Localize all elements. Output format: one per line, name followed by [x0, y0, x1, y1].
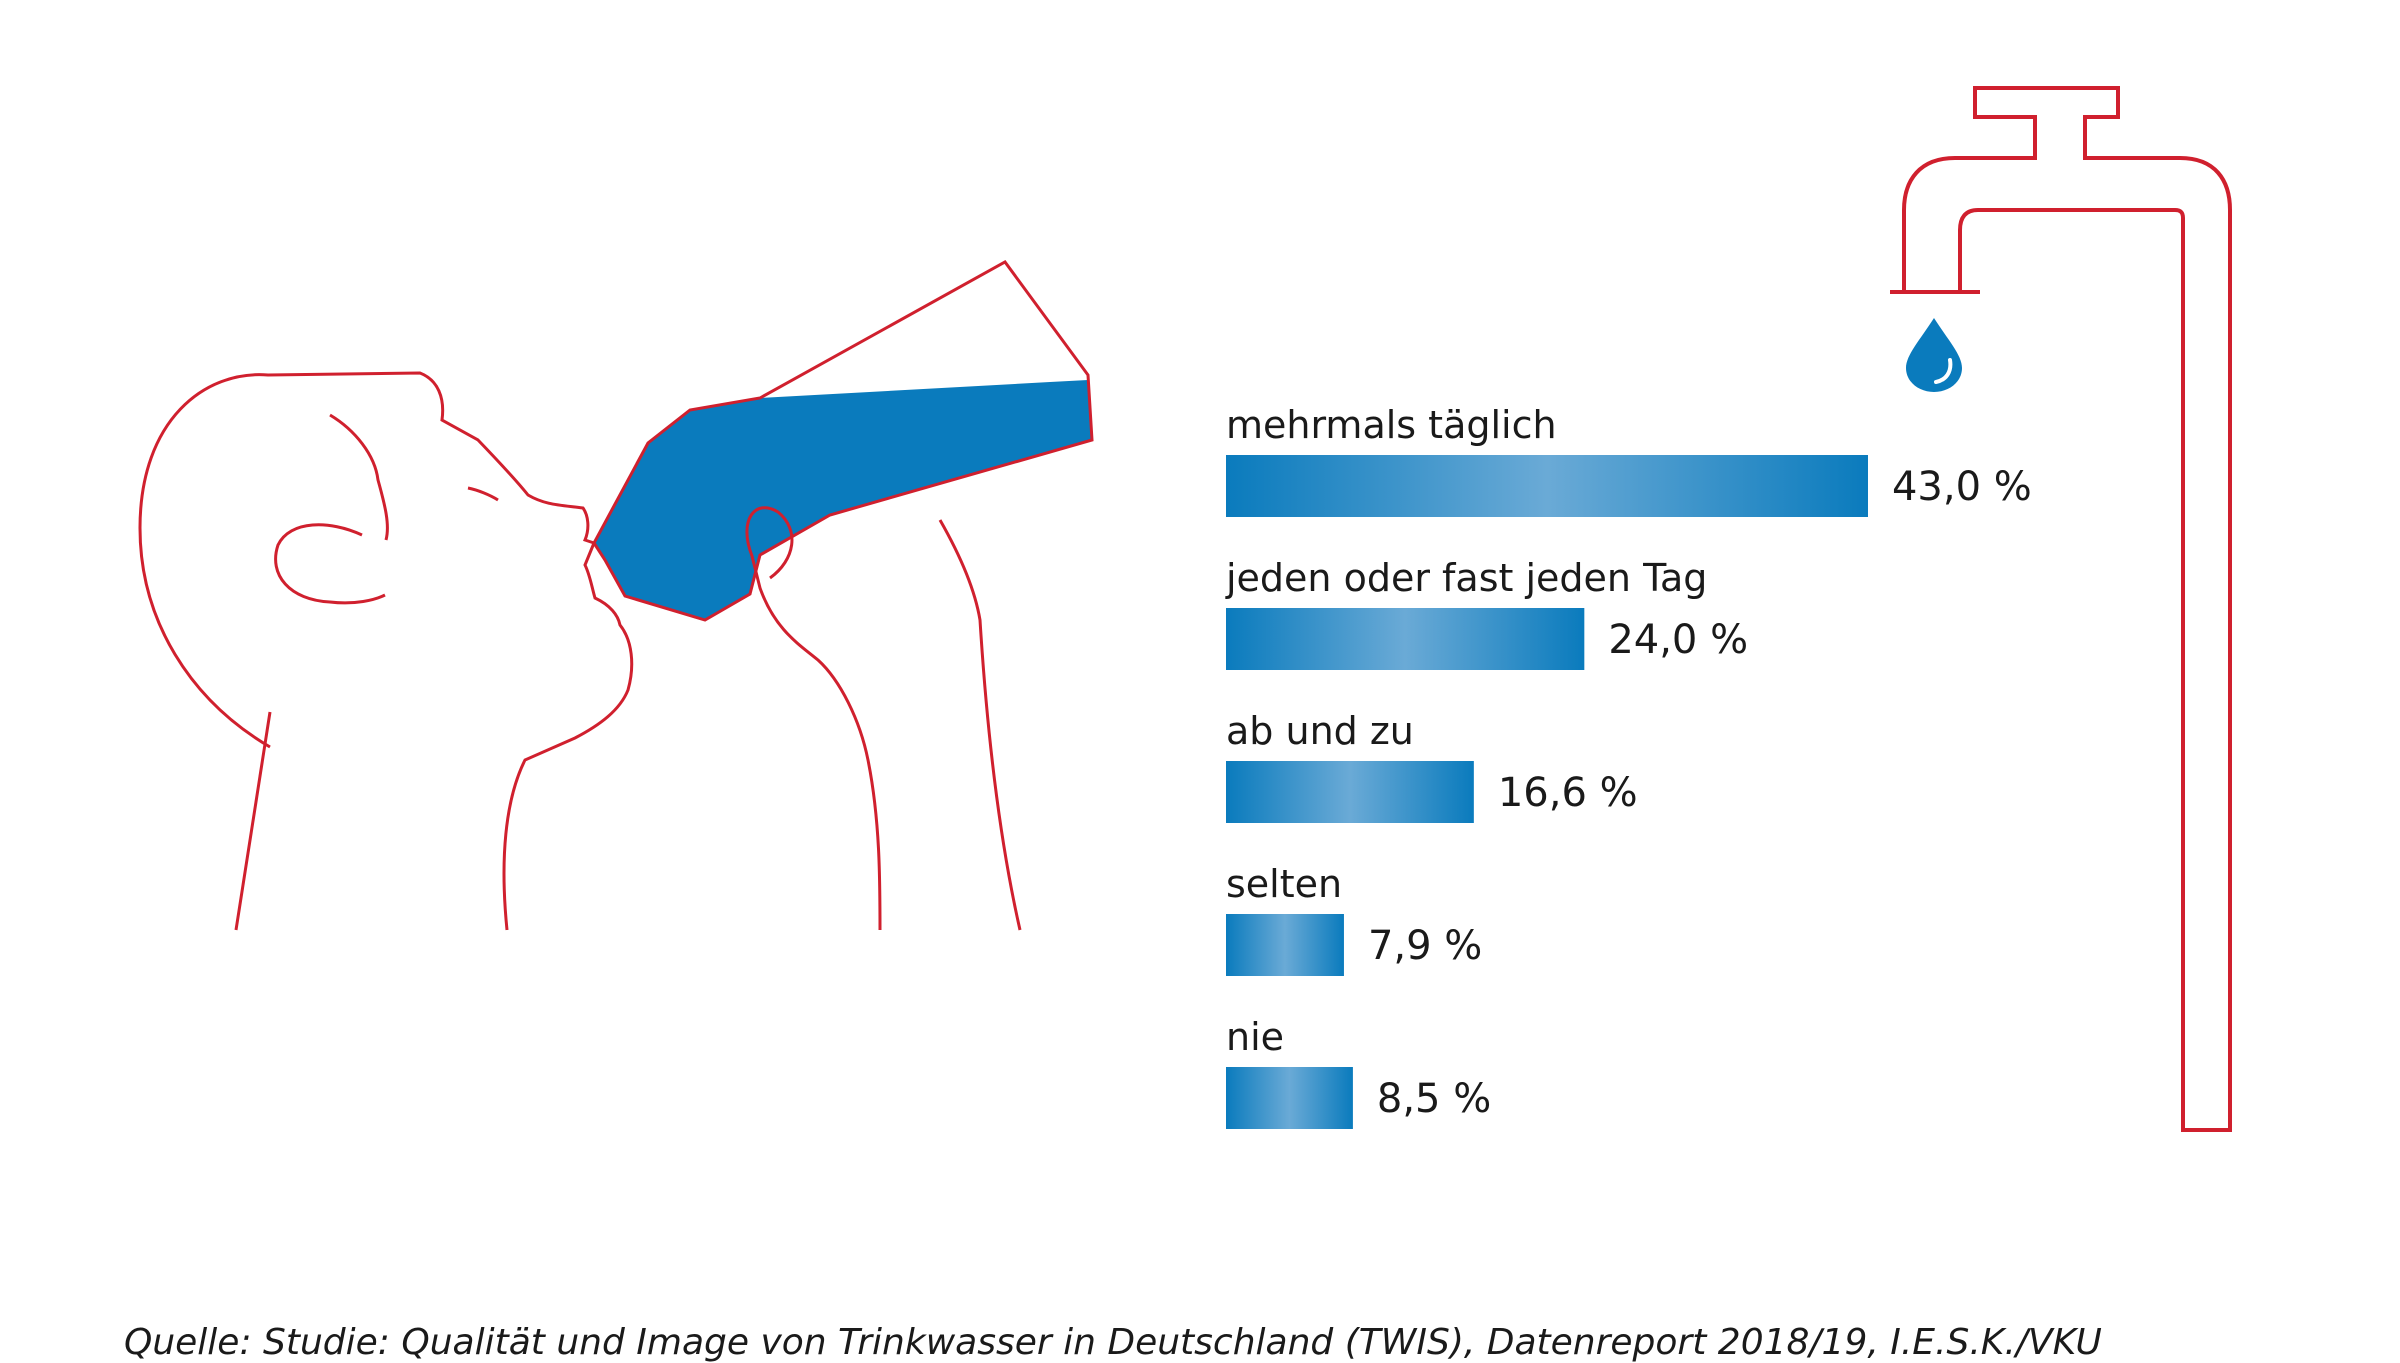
eye-outline: [467, 486, 499, 502]
category-label: ab und zu: [1226, 709, 1414, 753]
value-label: 43,0 %: [1892, 464, 2032, 510]
ear-outline: [274, 523, 386, 605]
value-label: 16,6 %: [1498, 770, 1638, 816]
bar: [1226, 455, 1868, 517]
water-drop-icon: [1906, 318, 1962, 392]
water-tap-icon: [1890, 86, 2232, 1132]
bar-chart: mehrmals täglich 43,0 % jeden oder fast je…: [1225, 403, 2032, 1129]
value-label: 8,5 %: [1377, 1076, 1491, 1122]
hand-outline: [745, 506, 882, 931]
value-label: 24,0 %: [1608, 617, 1748, 663]
brow-outline: [329, 413, 389, 541]
bar: [1226, 608, 1585, 670]
bar: [1226, 761, 1474, 823]
bar: [1226, 1067, 1353, 1129]
category-label: nie: [1226, 1015, 1284, 1059]
source-note: Quelle: Studie: Qualität und Image von T…: [124, 1322, 2102, 1363]
bar: [1226, 914, 1344, 976]
value-label: 7,9 %: [1368, 923, 1482, 969]
head-outline: [138, 371, 634, 931]
arm-outline: [938, 519, 1022, 931]
category-label: jeden oder fast jeden Tag: [1225, 556, 1707, 600]
category-label: mehrmals täglich: [1226, 403, 1557, 447]
bottle-icon: [592, 260, 1094, 622]
drinking-person-icon: [138, 260, 1094, 931]
category-label: selten: [1226, 862, 1342, 906]
neck-back-outline: [234, 711, 272, 931]
bottle-water-fill: [594, 380, 1092, 620]
